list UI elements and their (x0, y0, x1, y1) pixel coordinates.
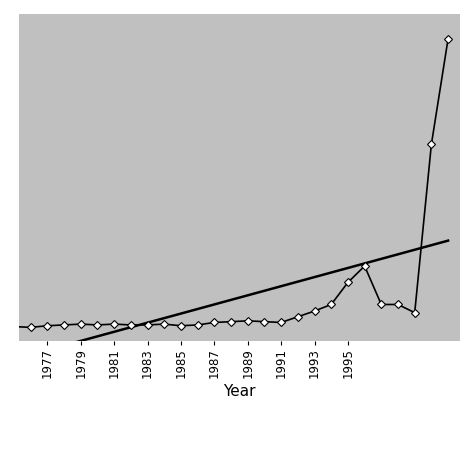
X-axis label: Year: Year (223, 384, 255, 399)
